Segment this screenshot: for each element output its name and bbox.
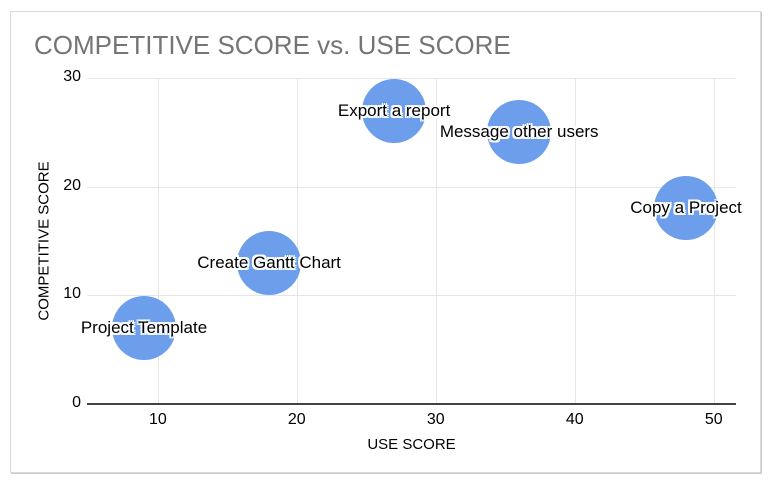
x-gridline — [435, 78, 437, 404]
bubble-label: Message other users — [439, 122, 599, 142]
bubble-project-template[interactable] — [112, 295, 176, 360]
x-gridline — [157, 78, 159, 404]
x-tick-label: 20 — [287, 411, 306, 428]
y-gridline — [87, 186, 736, 188]
x-tick-label: 50 — [704, 411, 723, 428]
x-tick-label: 40 — [565, 411, 584, 428]
x-tick-label: 30 — [426, 411, 445, 428]
bubble-label: Export a report — [337, 100, 451, 120]
y-gridline — [87, 78, 736, 79]
y-gridline — [87, 295, 736, 297]
x-tick-label: 10 — [148, 411, 167, 428]
y-tick-label: 20 — [63, 176, 81, 194]
bubble-label: Create Gantt Chart — [197, 252, 341, 272]
plot-area: 10 20 30 40 50 0 10 20 30 Project Template Create … — [63, 68, 742, 428]
y-tick-label: 0 — [72, 394, 81, 412]
x-gridline — [296, 78, 298, 404]
bubble-message-other-users[interactable] — [487, 100, 552, 165]
x-axis-title: USE SCORE — [367, 436, 456, 453]
y-tick-label: 10 — [63, 285, 81, 303]
y-tick-label: 30 — [63, 68, 81, 86]
chart-title: COMPETITIVE SCORE vs. USE SCORE — [34, 30, 511, 60]
bubble-export-a-report[interactable] — [362, 78, 427, 143]
bubble-create-gantt-chart[interactable] — [237, 230, 302, 295]
chart-card[interactable]: COMPETITIVE SCORE vs. USE SCORE COMPETIT… — [10, 11, 761, 473]
bubble-label: Copy a Project — [630, 198, 742, 218]
x-gridline — [574, 78, 576, 404]
x-axis-line — [87, 403, 736, 405]
bubble-label: Project Template — [80, 317, 208, 337]
bubble-copy-a-project[interactable] — [654, 176, 718, 241]
x-gridline — [713, 78, 715, 404]
